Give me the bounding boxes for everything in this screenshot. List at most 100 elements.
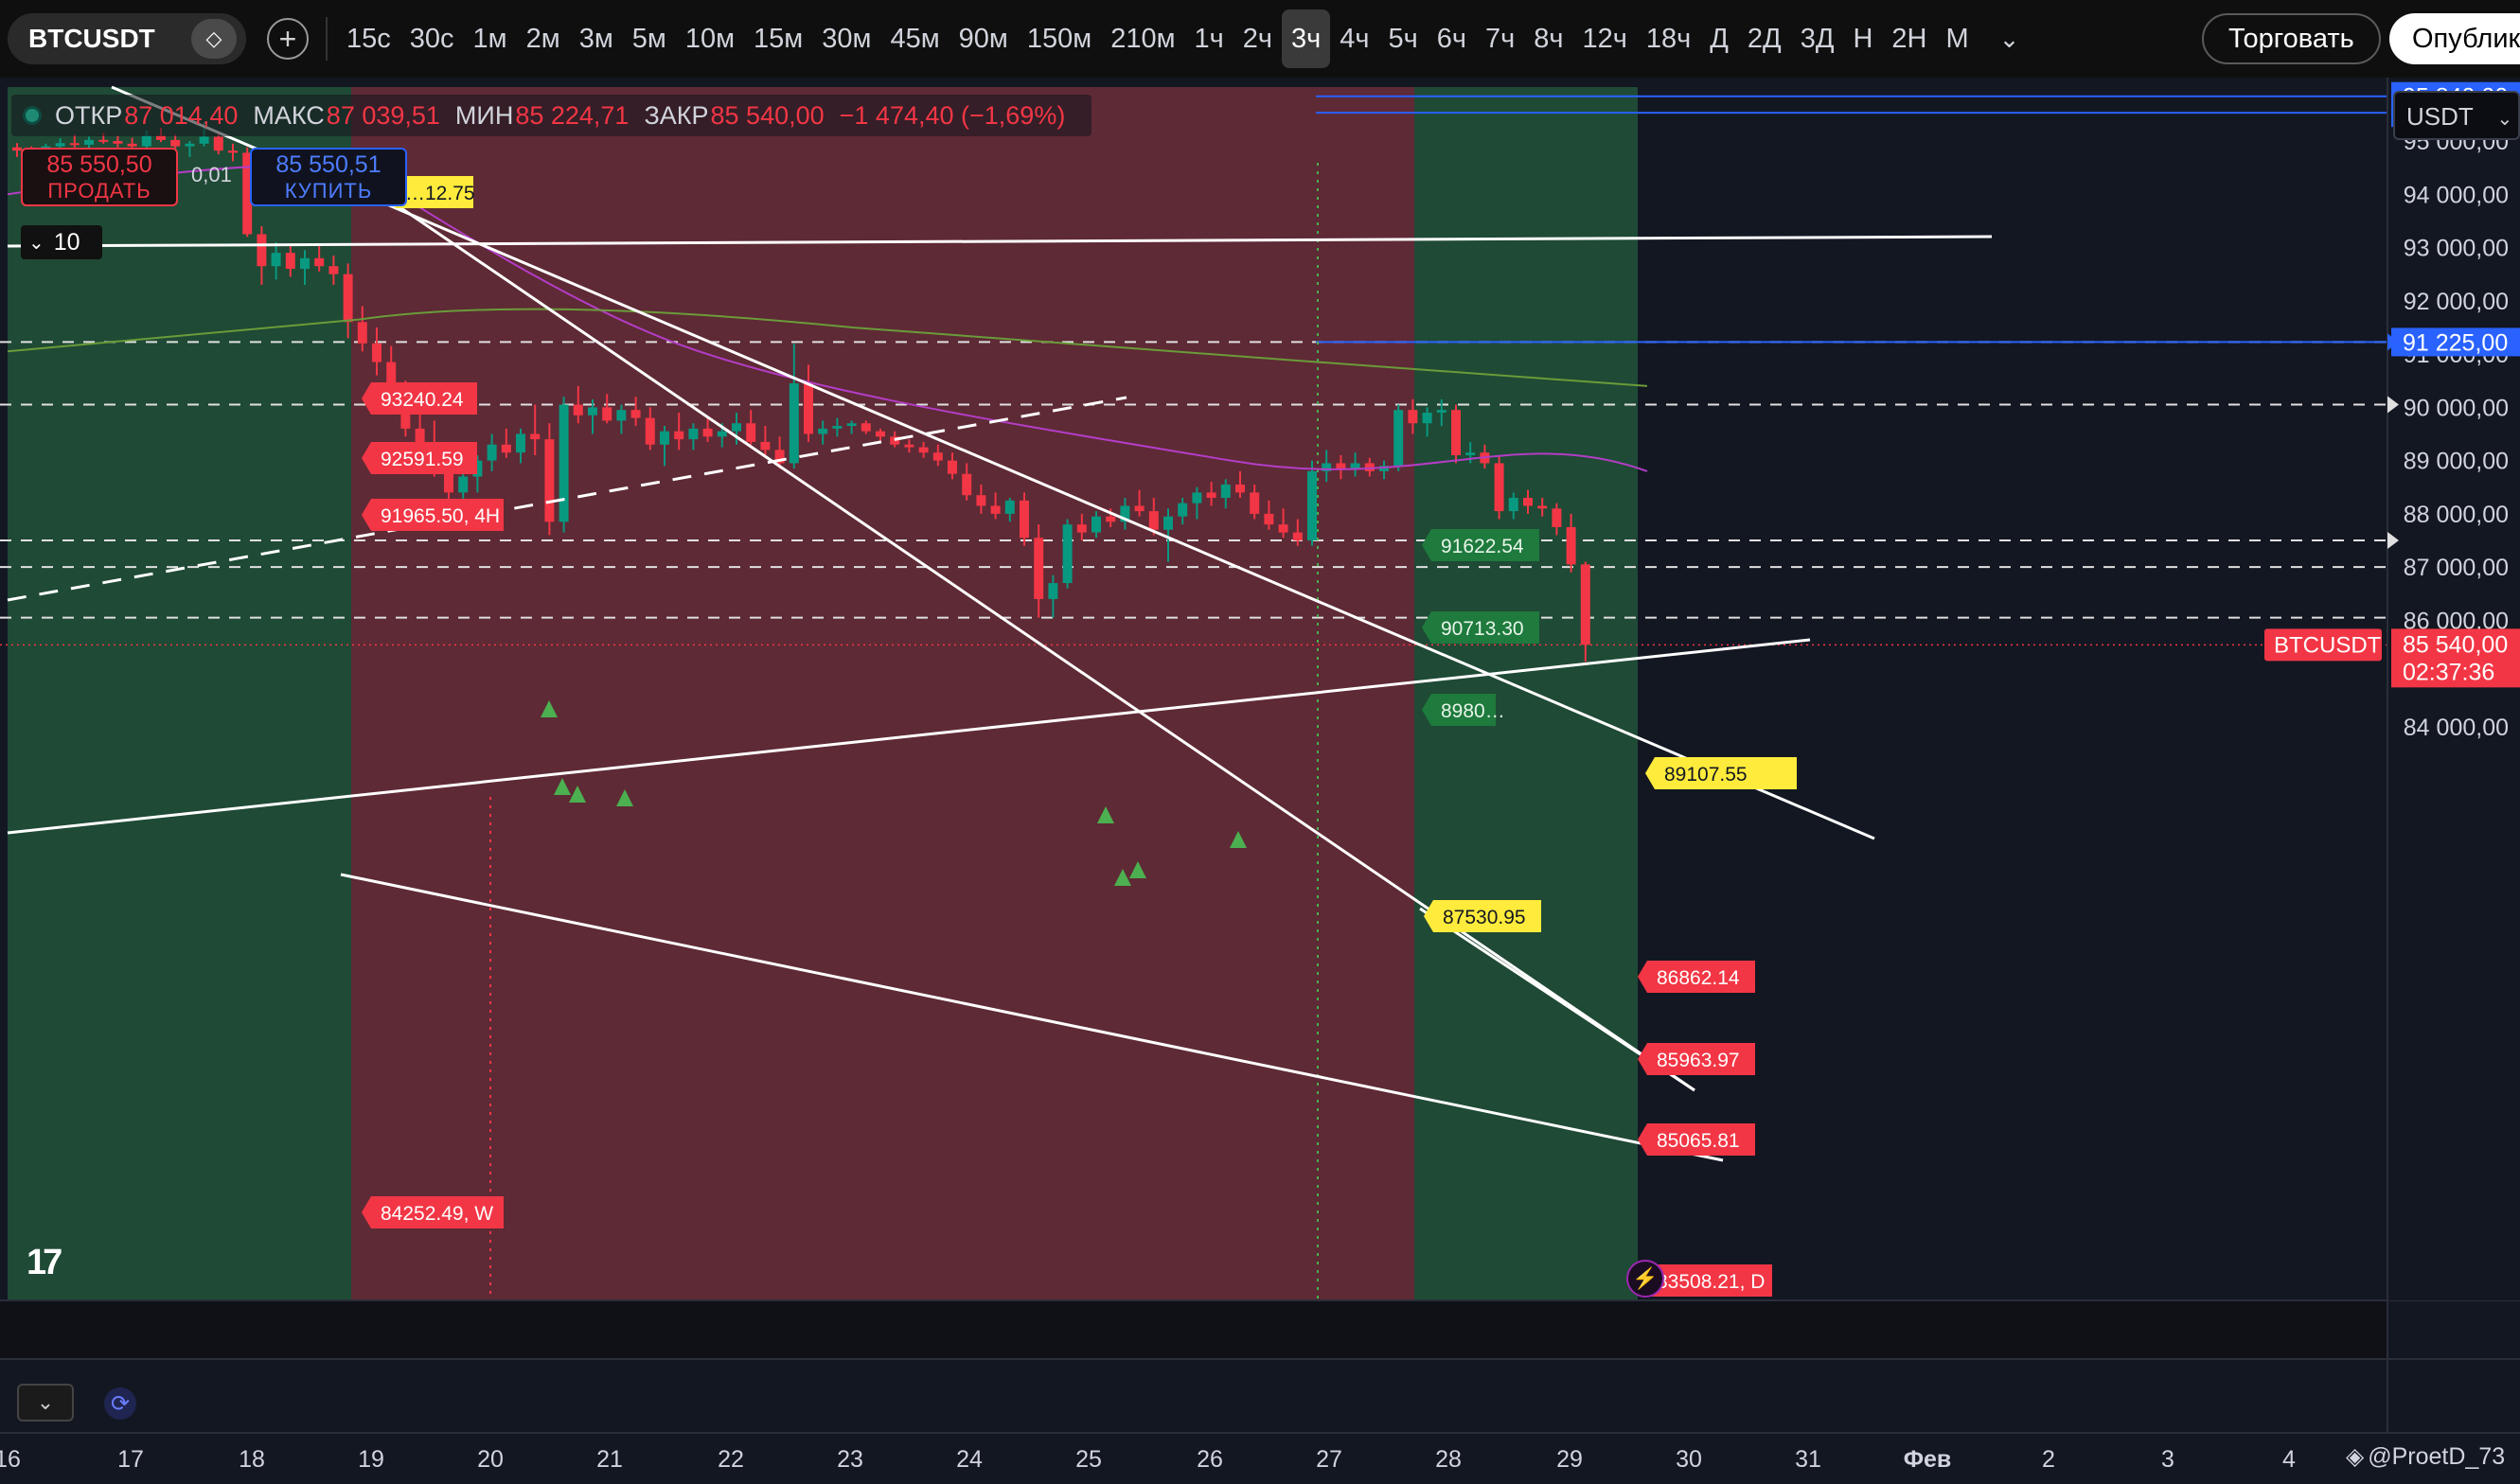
plus-icon[interactable]: + [267,18,309,60]
interval-17[interactable]: 5ч [1388,24,1418,54]
candle-body [760,441,771,450]
trend-line[interactable] [7,235,1993,248]
refresh-icon[interactable]: ⟳ [104,1387,136,1420]
candle-body [1206,492,1216,499]
diamond-icon[interactable]: ◇ [191,19,237,59]
buy-button[interactable]: 85 550,51 КУПИТЬ [250,148,407,206]
interval-7[interactable]: 15м [754,24,804,54]
symbol-tag-box [2264,628,2382,662]
lightning-alert-icon[interactable]: ⚡ [1626,1260,1664,1298]
interval-22[interactable]: 18ч [1645,24,1692,54]
level-marker-icon [2387,532,2399,550]
trend-line[interactable] [359,178,1695,1092]
interval-21[interactable]: 12ч [1582,24,1627,54]
candle-body [645,417,655,445]
interval-26[interactable]: Н [1853,24,1873,54]
interval-5[interactable]: 5м [631,24,666,54]
top-toolbar: BTCUSDT ◇ + 15с 30с 1м 2м 3м 5м 10м 15м 30м 45м 90… [0,0,2520,78]
interval-3[interactable]: 2м [525,24,560,54]
tradingview-logo-icon[interactable]: 17 [27,1243,62,1282]
price-chart[interactable]: …12.75 89107.55 87530.95 91622.54 90713.30 89… [0,78,2520,1484]
collapse-pane-button[interactable]: ⌄ [17,1384,74,1422]
interval-12[interactable]: 210м [1110,24,1176,54]
interval-13[interactable]: 1ч [1194,24,1224,54]
time-tick: 24 [956,1446,983,1473]
chevron-down-icon[interactable]: ⌄ [28,232,44,254]
open-value: 87 014,40 [124,100,239,130]
buy-signal-icon [569,786,586,803]
annotation-label-box [1638,961,1755,993]
dashed-trend-line[interactable] [7,396,1127,602]
interval-8[interactable]: 30м [822,24,872,54]
change-value: −1 474,40 (−1,69%) [839,100,1066,130]
interval-6[interactable]: 10м [684,24,736,54]
candle-body [1148,511,1159,530]
candle-body [573,404,583,415]
symbol-search[interactable]: BTCUSDT ◇ [8,13,246,64]
trade-button[interactable]: Торговать [2202,13,2381,64]
candle-body [1336,463,1346,469]
buy-signal-icon [616,789,633,806]
zone-red [351,87,1414,1300]
candle-body [328,266,339,274]
candle-body [415,428,425,445]
candle-body [1408,410,1418,424]
quantity-field[interactable]: ⌄ 10 [21,225,102,259]
price-axis[interactable] [2387,78,2520,1300]
interval-11[interactable]: 150м [1026,24,1092,54]
author-name: @ProetD_73 [2368,1443,2506,1470]
interval-16[interactable]: 4ч [1340,24,1370,54]
currency-select[interactable]: USDT ⌄ [2393,91,2520,140]
interval-18[interactable]: 6ч [1436,24,1467,54]
candle-body [228,150,238,153]
time-tick: 25 [1075,1446,1102,1473]
interval-2[interactable]: 1м [472,24,507,54]
interval-20[interactable]: 8ч [1534,24,1564,54]
sell-button[interactable]: 85 550,50 ПРОДАТЬ [21,148,178,206]
interval-27[interactable]: 2Н [1891,24,1927,54]
candle-body [1004,500,1015,514]
interval-4[interactable]: 3м [578,24,613,54]
annotation-label: 93240.24 [381,389,464,411]
interval-10[interactable]: 90м [958,24,1008,54]
trend-line[interactable] [340,873,1724,1162]
interval-14[interactable]: 2ч [1242,24,1273,54]
author-icon: ◈ [2346,1443,2365,1470]
price-tick: 90 000,00 [2404,395,2509,421]
candle-body [1537,505,1548,509]
buy-signal-icon [1114,869,1131,886]
annotation-label: 89107.55 [1664,764,1748,786]
candle-body [1134,505,1145,512]
interval-15[interactable]: 3ч [1282,9,1331,68]
candle-body [285,253,295,270]
interval-23[interactable]: Д [1710,24,1729,54]
candle-body [1178,503,1188,517]
spread-value: 0,01 [191,163,232,186]
chevron-down-icon[interactable]: ⌄ [1998,24,2020,53]
interval-0[interactable]: 15с [346,24,391,54]
candle-body [702,428,713,437]
candle-body [660,431,669,445]
candle-body [69,143,80,146]
close-value: 85 540,00 [710,100,825,130]
price-tick: 94 000,00 [2404,182,2509,208]
toolbar-divider [326,17,328,61]
candle-body [932,452,943,461]
annotation-label-box [1638,1043,1755,1075]
high-value: 87 039,51 [326,100,440,130]
price-tick: 92 000,00 [2404,289,2509,315]
annotation-label-box [1422,529,1539,561]
interval-25[interactable]: 3Д [1800,24,1835,54]
interval-24[interactable]: 2Д [1747,24,1782,54]
interval-28[interactable]: М [1945,24,1969,54]
annotation-label-box [1645,757,1797,789]
interval-1[interactable]: 30с [409,24,454,54]
trend-line[interactable] [7,638,1811,835]
interval-9[interactable]: 45м [890,24,940,54]
publish-button[interactable]: Опубликовать [2389,13,2520,64]
candle-body [1422,412,1432,424]
annotation-label-box [1638,1123,1755,1156]
interval-19[interactable]: 7ч [1485,24,1516,54]
candle-body [1465,452,1476,456]
candle-body [1436,410,1446,413]
